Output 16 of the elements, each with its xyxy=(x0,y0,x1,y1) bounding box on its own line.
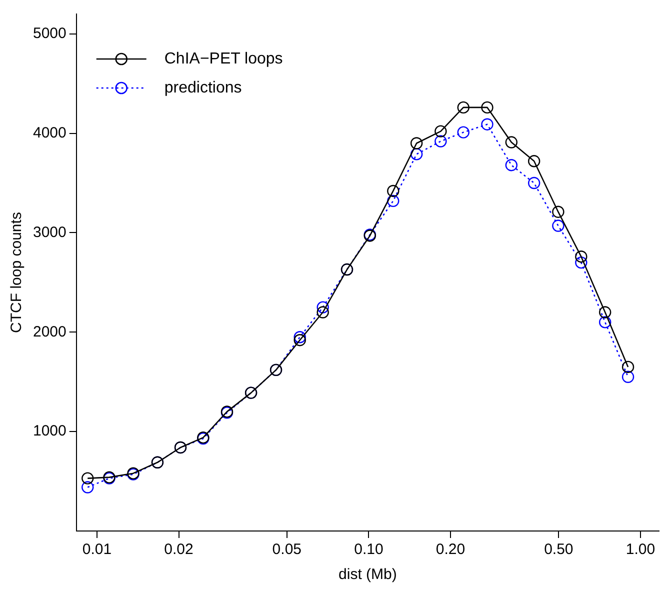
x-tick-label: 0.01 xyxy=(82,541,112,558)
y-axis-title: CTCF loop counts xyxy=(8,212,26,333)
y-tick-label: 3000 xyxy=(32,224,66,241)
x-tick-label: 1.00 xyxy=(626,541,656,558)
x-axis-title: dist (Mb) xyxy=(338,566,397,584)
legend-label: predictions xyxy=(164,79,242,96)
legend-label: ChIA−PET loops xyxy=(164,50,283,68)
y-tick-label: 1000 xyxy=(32,422,66,440)
y-tick-label: 5000 xyxy=(32,25,66,42)
y-tick-label: 4000 xyxy=(32,124,66,142)
x-tick-label: 0.05 xyxy=(272,541,302,558)
x-tick-label: 0.50 xyxy=(544,541,574,558)
x-tick-label: 0.20 xyxy=(436,541,466,558)
x-tick-label: 0.02 xyxy=(164,541,194,558)
y-tick-label: 2000 xyxy=(32,323,66,340)
x-tick-label: 0.10 xyxy=(354,541,384,558)
